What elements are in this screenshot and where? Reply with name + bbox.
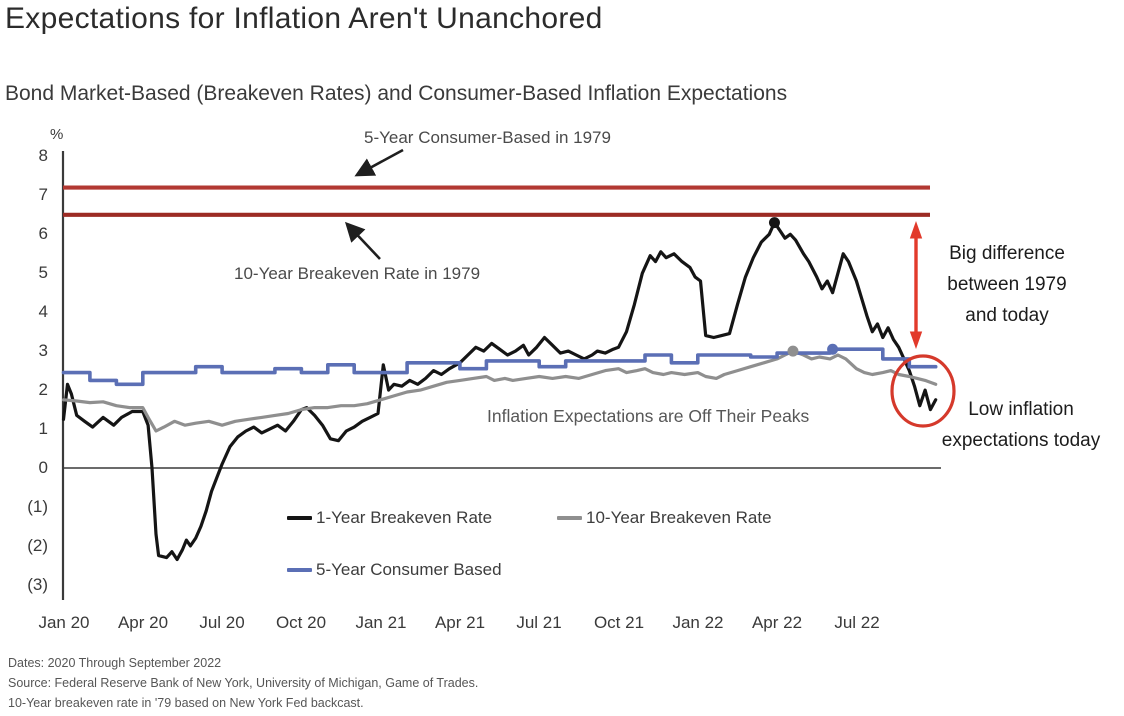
x-tick-label: Apr 20 bbox=[117, 613, 169, 632]
x-tick-label: Jul 22 bbox=[834, 613, 880, 632]
annotation-line: between 1979 bbox=[947, 274, 1067, 295]
annotation-off-their-peaks: Inflation Expectations are Off Their Pea… bbox=[487, 406, 810, 426]
peak-dot-10-year-breakeven-rate bbox=[787, 345, 799, 357]
footnote-backcast: 10-Year breakeven rate in '79 based on N… bbox=[8, 696, 364, 710]
y-tick-label: 8 bbox=[38, 146, 48, 165]
annotation-big-difference: Big difference between 1979 and today bbox=[928, 238, 1086, 331]
y-tick-label: 6 bbox=[38, 224, 48, 243]
legend-item-1yr-breakeven: 1-Year Breakeven Rate bbox=[287, 508, 492, 528]
annotation-low-inflation: Low inflation expectations today bbox=[918, 394, 1124, 456]
y-tick-label: (1) bbox=[27, 497, 48, 516]
series-10-year-breakeven-rate bbox=[61, 349, 938, 433]
legend-label: 5-Year Consumer Based bbox=[316, 560, 502, 579]
legend-label: 1-Year Breakeven Rate bbox=[316, 508, 493, 527]
annotation-line: Low inflation bbox=[968, 399, 1074, 420]
footnote-dates: Dates: 2020 Through September 2022 bbox=[8, 656, 222, 670]
x-tick-label: Oct 21 bbox=[593, 613, 645, 632]
x-tick-label: Oct 20 bbox=[275, 613, 327, 632]
y-tick-label: 4 bbox=[38, 302, 48, 321]
x-tick-label: Jan 22 bbox=[672, 613, 724, 632]
big-difference-arrowhead-down bbox=[909, 331, 923, 349]
y-tick-label: 7 bbox=[38, 185, 48, 204]
annotation-5yr-consumer-1979: 5-Year Consumer-Based in 1979 bbox=[364, 128, 611, 147]
peak-dot-1-year-breakeven-rate bbox=[768, 217, 780, 229]
y-tick-label: 0 bbox=[38, 458, 48, 477]
annotation-10yr-breakeven-1979: 10-Year Breakeven Rate in 1979 bbox=[234, 264, 481, 283]
legend-swatch-5yr bbox=[287, 568, 312, 572]
low-inflation-circle bbox=[890, 354, 956, 428]
annotation-line: expectations today bbox=[941, 430, 1101, 451]
annotation-line: and today bbox=[965, 305, 1049, 326]
y-tick-label: 2 bbox=[38, 380, 48, 399]
legend-swatch-10yr bbox=[557, 516, 582, 520]
legend-item-10yr-breakeven: 10-Year Breakeven Rate bbox=[557, 508, 772, 528]
x-tick-label: Apr 21 bbox=[434, 613, 486, 632]
series-5-year-consumer-based bbox=[61, 347, 938, 387]
y-tick-label: (2) bbox=[27, 536, 48, 555]
legend-swatch-1yr bbox=[287, 516, 312, 520]
peak-dot-5-year-consumer-based bbox=[827, 343, 839, 355]
footnotes: Dates: 2020 Through September 2022 Sourc… bbox=[8, 653, 478, 713]
y-axis-unit-label: % bbox=[50, 126, 64, 143]
y-tick-label: 1 bbox=[38, 419, 48, 438]
arrow-to-10yr-1979-line bbox=[344, 221, 381, 260]
chart-subtitle: Bond Market-Based (Breakeven Rates) and … bbox=[5, 82, 788, 105]
series-1-year-breakeven-rate bbox=[61, 221, 938, 562]
annotation-line: Big difference bbox=[949, 243, 1065, 264]
footnote-source: Source: Federal Reserve Bank of New York… bbox=[8, 676, 479, 690]
x-tick-label: Apr 22 bbox=[751, 613, 803, 632]
arrow-to-5yr-1979-line bbox=[354, 148, 404, 177]
x-tick-label: Jan 21 bbox=[355, 613, 407, 632]
x-tick-label: Jul 20 bbox=[199, 613, 245, 632]
big-difference-arrowhead-up bbox=[909, 221, 923, 239]
y-tick-label: (3) bbox=[27, 575, 48, 594]
legend-item-5yr-consumer: 5-Year Consumer Based bbox=[287, 560, 502, 580]
y-tick-label: 3 bbox=[38, 341, 48, 360]
x-tick-label: Jan 20 bbox=[38, 613, 90, 632]
x-tick-label: Jul 21 bbox=[516, 613, 562, 632]
page-title: Expectations for Inflation Aren't Unanch… bbox=[5, 2, 603, 35]
y-tick-label: 5 bbox=[38, 263, 48, 282]
legend-label: 10-Year Breakeven Rate bbox=[586, 508, 772, 527]
